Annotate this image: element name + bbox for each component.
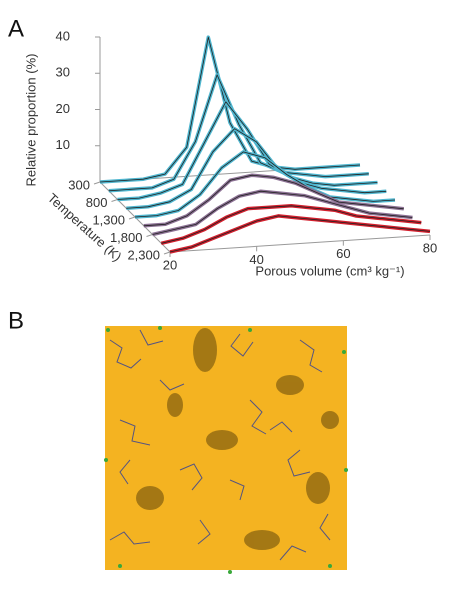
series-outline (161, 205, 422, 244)
series-outline (143, 174, 404, 227)
z-axis-label: Relative proportion (%) (23, 54, 38, 187)
series-outline (169, 215, 431, 253)
series-outline (152, 190, 413, 235)
y-tick (163, 251, 171, 255)
y-tick (93, 181, 101, 185)
panel-label: B (8, 307, 24, 334)
series-outline (117, 101, 378, 200)
y-tick-label: 800 (86, 195, 108, 210)
y-tick (128, 216, 136, 220)
z-tick-label: 20 (56, 101, 70, 116)
pore-shadows (136, 328, 339, 550)
z-tick-label: 40 (56, 28, 70, 43)
y-tick (146, 234, 153, 237)
series-outline (108, 74, 369, 192)
structure-render (104, 326, 348, 574)
y-tick-label: 1,300 (92, 212, 125, 227)
y-tick-label: 300 (68, 177, 90, 192)
y-tick-label: 1,800 (110, 230, 143, 245)
x-tick-label: 80 (423, 240, 437, 255)
x-tick-label: 20 (163, 257, 177, 272)
molecule-bonds (109, 329, 331, 561)
series-line (169, 214, 431, 254)
series-outline (126, 128, 387, 209)
x-tick-label: 60 (336, 246, 350, 261)
atoms (104, 326, 348, 574)
series-outline (134, 151, 396, 218)
x-axis-label: Porous volume (cm³ kg⁻¹) (255, 263, 404, 278)
y-tick-label: 2,300 (127, 247, 160, 262)
series-line (126, 126, 387, 211)
panel-label: A (8, 15, 24, 42)
y-tick (111, 199, 118, 202)
x-tick-label: 40 (249, 252, 263, 267)
z-tick-label: 30 (56, 65, 70, 80)
plane-edge (169, 234, 431, 253)
z-tick-label: 10 (56, 137, 70, 152)
series-outline (99, 36, 361, 183)
